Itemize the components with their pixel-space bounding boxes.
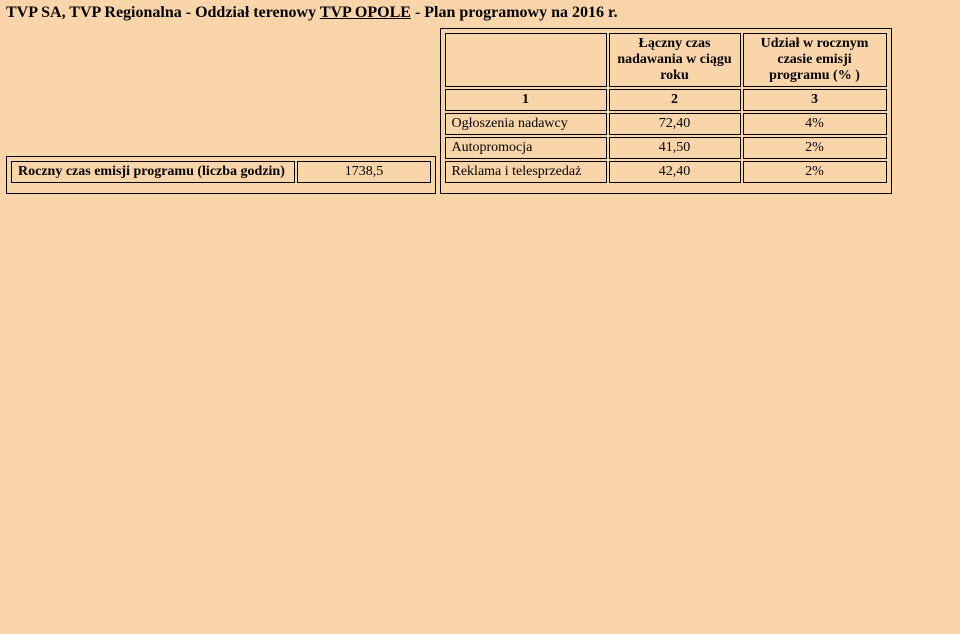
table-row: Reklama i telesprzedaż 42,40 2% [445,161,887,183]
row-label: Autopromocja [445,137,607,159]
row-value: 41,50 [609,137,741,159]
colnum-3: 3 [743,89,887,111]
colnum-1: 1 [445,89,607,111]
row-value: 42,40 [609,161,741,183]
table-row: Ogłoszenia nadawcy 72,40 4% [445,113,887,135]
data-table-outer: Łączny czas nadawania w ciągu roku Udzia… [440,28,892,194]
table-number-row: 1 2 3 [445,89,887,111]
row-pct: 2% [743,137,887,159]
summary-value: 1738,5 [297,161,431,183]
row-value: 72,40 [609,113,741,135]
colnum-2: 2 [609,89,741,111]
col-header-1 [445,33,607,87]
row-pct: 4% [743,113,887,135]
row-label: Ogłoszenia nadawcy [445,113,607,135]
title-post: - Plan programowy na 2016 r. [411,4,618,21]
table-row: Autopromocja 41,50 2% [445,137,887,159]
col-header-2: Łączny czas nadawania w ciągu roku [609,33,741,87]
table-header-row: Łączny czas nadawania w ciągu roku Udzia… [445,33,887,87]
summary-table-outer: Roczny czas emisji programu (liczba godz… [6,156,436,194]
row-pct: 2% [743,161,887,183]
col-header-3: Udział w rocznym czasie emisji programu … [743,33,887,87]
page-title: TVP SA, TVP Regionalna - Oddział terenow… [6,4,954,22]
data-table: Łączny czas nadawania w ciągu roku Udzia… [443,31,889,185]
row-label: Reklama i telesprzedaż [445,161,607,183]
summary-label: Roczny czas emisji programu (liczba godz… [11,161,295,183]
title-underline: TVP OPOLE [320,4,411,21]
summary-table: Roczny czas emisji programu (liczba godz… [9,159,433,185]
title-pre: TVP SA, TVP Regionalna - Oddział terenow… [6,4,320,21]
